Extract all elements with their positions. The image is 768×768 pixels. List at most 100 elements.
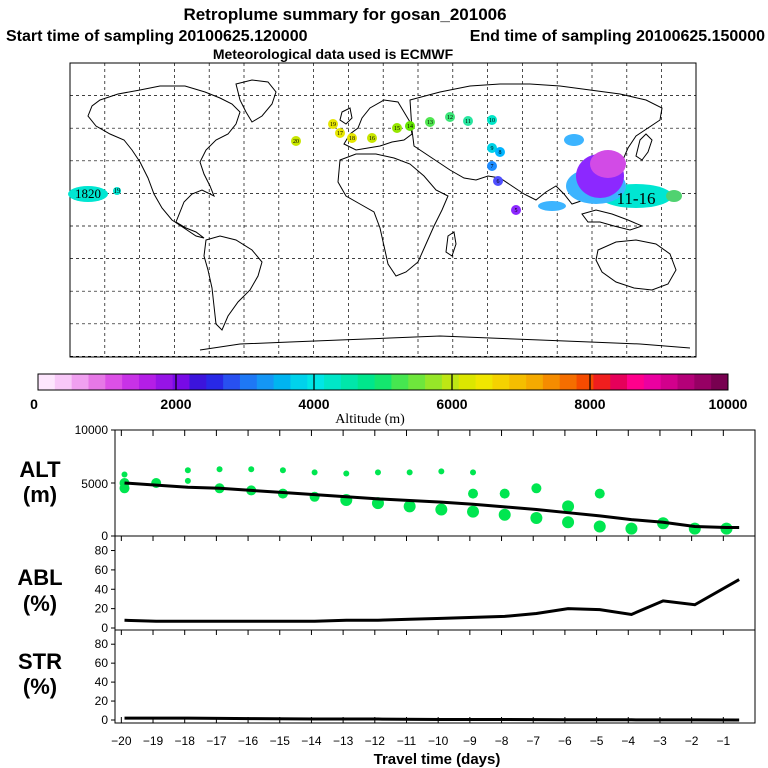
colorbar-cell bbox=[408, 374, 426, 390]
plume-marker-label: 15 bbox=[394, 126, 400, 132]
coast-madagascar bbox=[445, 231, 457, 257]
plume-marker-label: 9 bbox=[491, 146, 494, 152]
y-tick-label: 0 bbox=[101, 713, 108, 727]
x-tick-label: −6 bbox=[558, 734, 572, 748]
y-tick-label: 80 bbox=[95, 544, 109, 558]
y-tick-label: 60 bbox=[95, 656, 109, 670]
plume-north-blue bbox=[564, 134, 584, 146]
plume-marker bbox=[347, 133, 357, 143]
x-axis-label: Travel time (days) bbox=[374, 751, 501, 768]
colorbar-tick-label: 4000 bbox=[298, 396, 329, 412]
y-tick-label: 40 bbox=[95, 675, 109, 689]
y-tick-label: 20 bbox=[95, 602, 109, 616]
x-tick-label: −19 bbox=[143, 734, 164, 748]
panel-alt-label: ALT bbox=[19, 457, 61, 482]
coast-europe bbox=[343, 99, 413, 151]
panel-str-label: STR bbox=[18, 649, 62, 674]
plume-marker bbox=[493, 176, 503, 186]
colorbar-cell bbox=[239, 374, 258, 390]
alt-point bbox=[531, 483, 542, 494]
plume-marker bbox=[495, 147, 505, 157]
panel-abl: ABL (%) 80 60 40 20 0 bbox=[17, 535, 756, 635]
x-tick-label: −20 bbox=[111, 734, 132, 748]
colorbar-label: Altitude (m) bbox=[335, 412, 405, 427]
str-line bbox=[124, 716, 740, 722]
alt-point bbox=[530, 511, 543, 524]
panel-abl-frame bbox=[114, 535, 756, 631]
abl-plot-area bbox=[124, 578, 740, 623]
abl-y-ticks: 80 60 40 20 0 bbox=[95, 544, 115, 635]
panel-str: STR (%) 80 60 40 20 0 bbox=[18, 629, 756, 727]
colorbar-cell bbox=[374, 374, 392, 390]
colorbar-cell bbox=[576, 374, 594, 390]
plume-marker bbox=[487, 161, 497, 171]
colorbar-cell bbox=[610, 374, 628, 390]
coast-africa bbox=[337, 153, 449, 277]
travel-time-x-ticks: −20 −19 −18 −17 −16 −15 −14 −13 −12 −11 −10 −9 −8 −7 −… bbox=[111, 430, 730, 748]
colorbar-ticks: 0 2000 4000 6000 8000 10000 bbox=[30, 374, 748, 412]
plume-core-magenta bbox=[590, 150, 626, 178]
colorbar-cell bbox=[526, 374, 544, 390]
x-tick-label: −7 bbox=[526, 734, 540, 748]
map-gridlines bbox=[70, 63, 696, 357]
alt-point bbox=[184, 477, 191, 484]
plume-marker bbox=[405, 121, 415, 131]
colorbar-cell bbox=[38, 374, 56, 390]
colorbar-tick-label: 8000 bbox=[574, 396, 605, 412]
alt-point bbox=[470, 469, 477, 476]
colorbar-cell bbox=[324, 374, 342, 390]
colorbar-cell bbox=[677, 374, 695, 390]
alt-point bbox=[499, 488, 510, 499]
coast-greenland bbox=[235, 79, 277, 123]
alt-point bbox=[279, 467, 286, 474]
x-tick-label: −10 bbox=[428, 734, 449, 748]
end-time-label: End time of sampling 20100625.150000 bbox=[470, 28, 765, 45]
coast-indonesia bbox=[581, 209, 644, 231]
plume-marker bbox=[487, 143, 497, 153]
colorbar-cell bbox=[475, 374, 493, 390]
alt-point bbox=[438, 468, 445, 475]
plume-marker bbox=[445, 112, 455, 122]
y-tick-label: 60 bbox=[95, 563, 109, 577]
map-label-pacific: 1820 bbox=[75, 186, 101, 201]
met-data-label: Meteorological data used is ECMWF bbox=[213, 46, 454, 62]
alt-point bbox=[594, 488, 605, 499]
plume-marker bbox=[335, 128, 345, 138]
x-tick-label: −9 bbox=[463, 734, 477, 748]
alt-tick-5000: 5000 bbox=[81, 477, 108, 491]
coast-antarctica bbox=[199, 335, 691, 351]
start-time-label: Start time of sampling 20100625.120000 bbox=[6, 28, 308, 45]
x-tick-label: −2 bbox=[685, 734, 699, 748]
plume-marker-label: 6 bbox=[497, 179, 500, 185]
alt-tick-0: 0 bbox=[101, 529, 108, 543]
plume-marker bbox=[392, 123, 402, 133]
colorbar-cell bbox=[290, 374, 308, 390]
coast-north-america bbox=[87, 85, 241, 239]
colorbar-cell bbox=[694, 374, 712, 390]
plume-marker-label: 18 bbox=[349, 136, 355, 142]
plume-marker-label: 7 bbox=[491, 164, 494, 170]
colorbar-cell bbox=[627, 374, 645, 390]
colorbar-cell bbox=[509, 374, 527, 390]
coast-uk bbox=[339, 107, 353, 125]
plume-marker-label: 20 bbox=[293, 139, 299, 145]
map-label-pacific-small: 19 bbox=[114, 187, 122, 195]
x-tick-label: −15 bbox=[270, 734, 291, 748]
alt-point bbox=[248, 466, 255, 473]
alt-point bbox=[625, 522, 638, 535]
y-tick-label: 0 bbox=[101, 621, 108, 635]
x-tick-label: −1 bbox=[716, 734, 730, 748]
plume-marker-label: 16 bbox=[369, 136, 375, 142]
alt-point bbox=[216, 466, 223, 473]
plume-marker bbox=[367, 133, 377, 143]
colorbar-cell bbox=[256, 374, 275, 390]
colorbar-cell bbox=[105, 374, 123, 390]
alt-point bbox=[406, 469, 413, 476]
altitude-colorbar: 0 2000 4000 6000 8000 10000 Altitude (m) bbox=[30, 373, 748, 427]
plume-pacific-small bbox=[113, 187, 121, 195]
colorbar-cell bbox=[273, 374, 291, 390]
plume-marker bbox=[425, 117, 435, 127]
colorbar-cells bbox=[38, 374, 729, 390]
plume-marker bbox=[328, 119, 338, 129]
